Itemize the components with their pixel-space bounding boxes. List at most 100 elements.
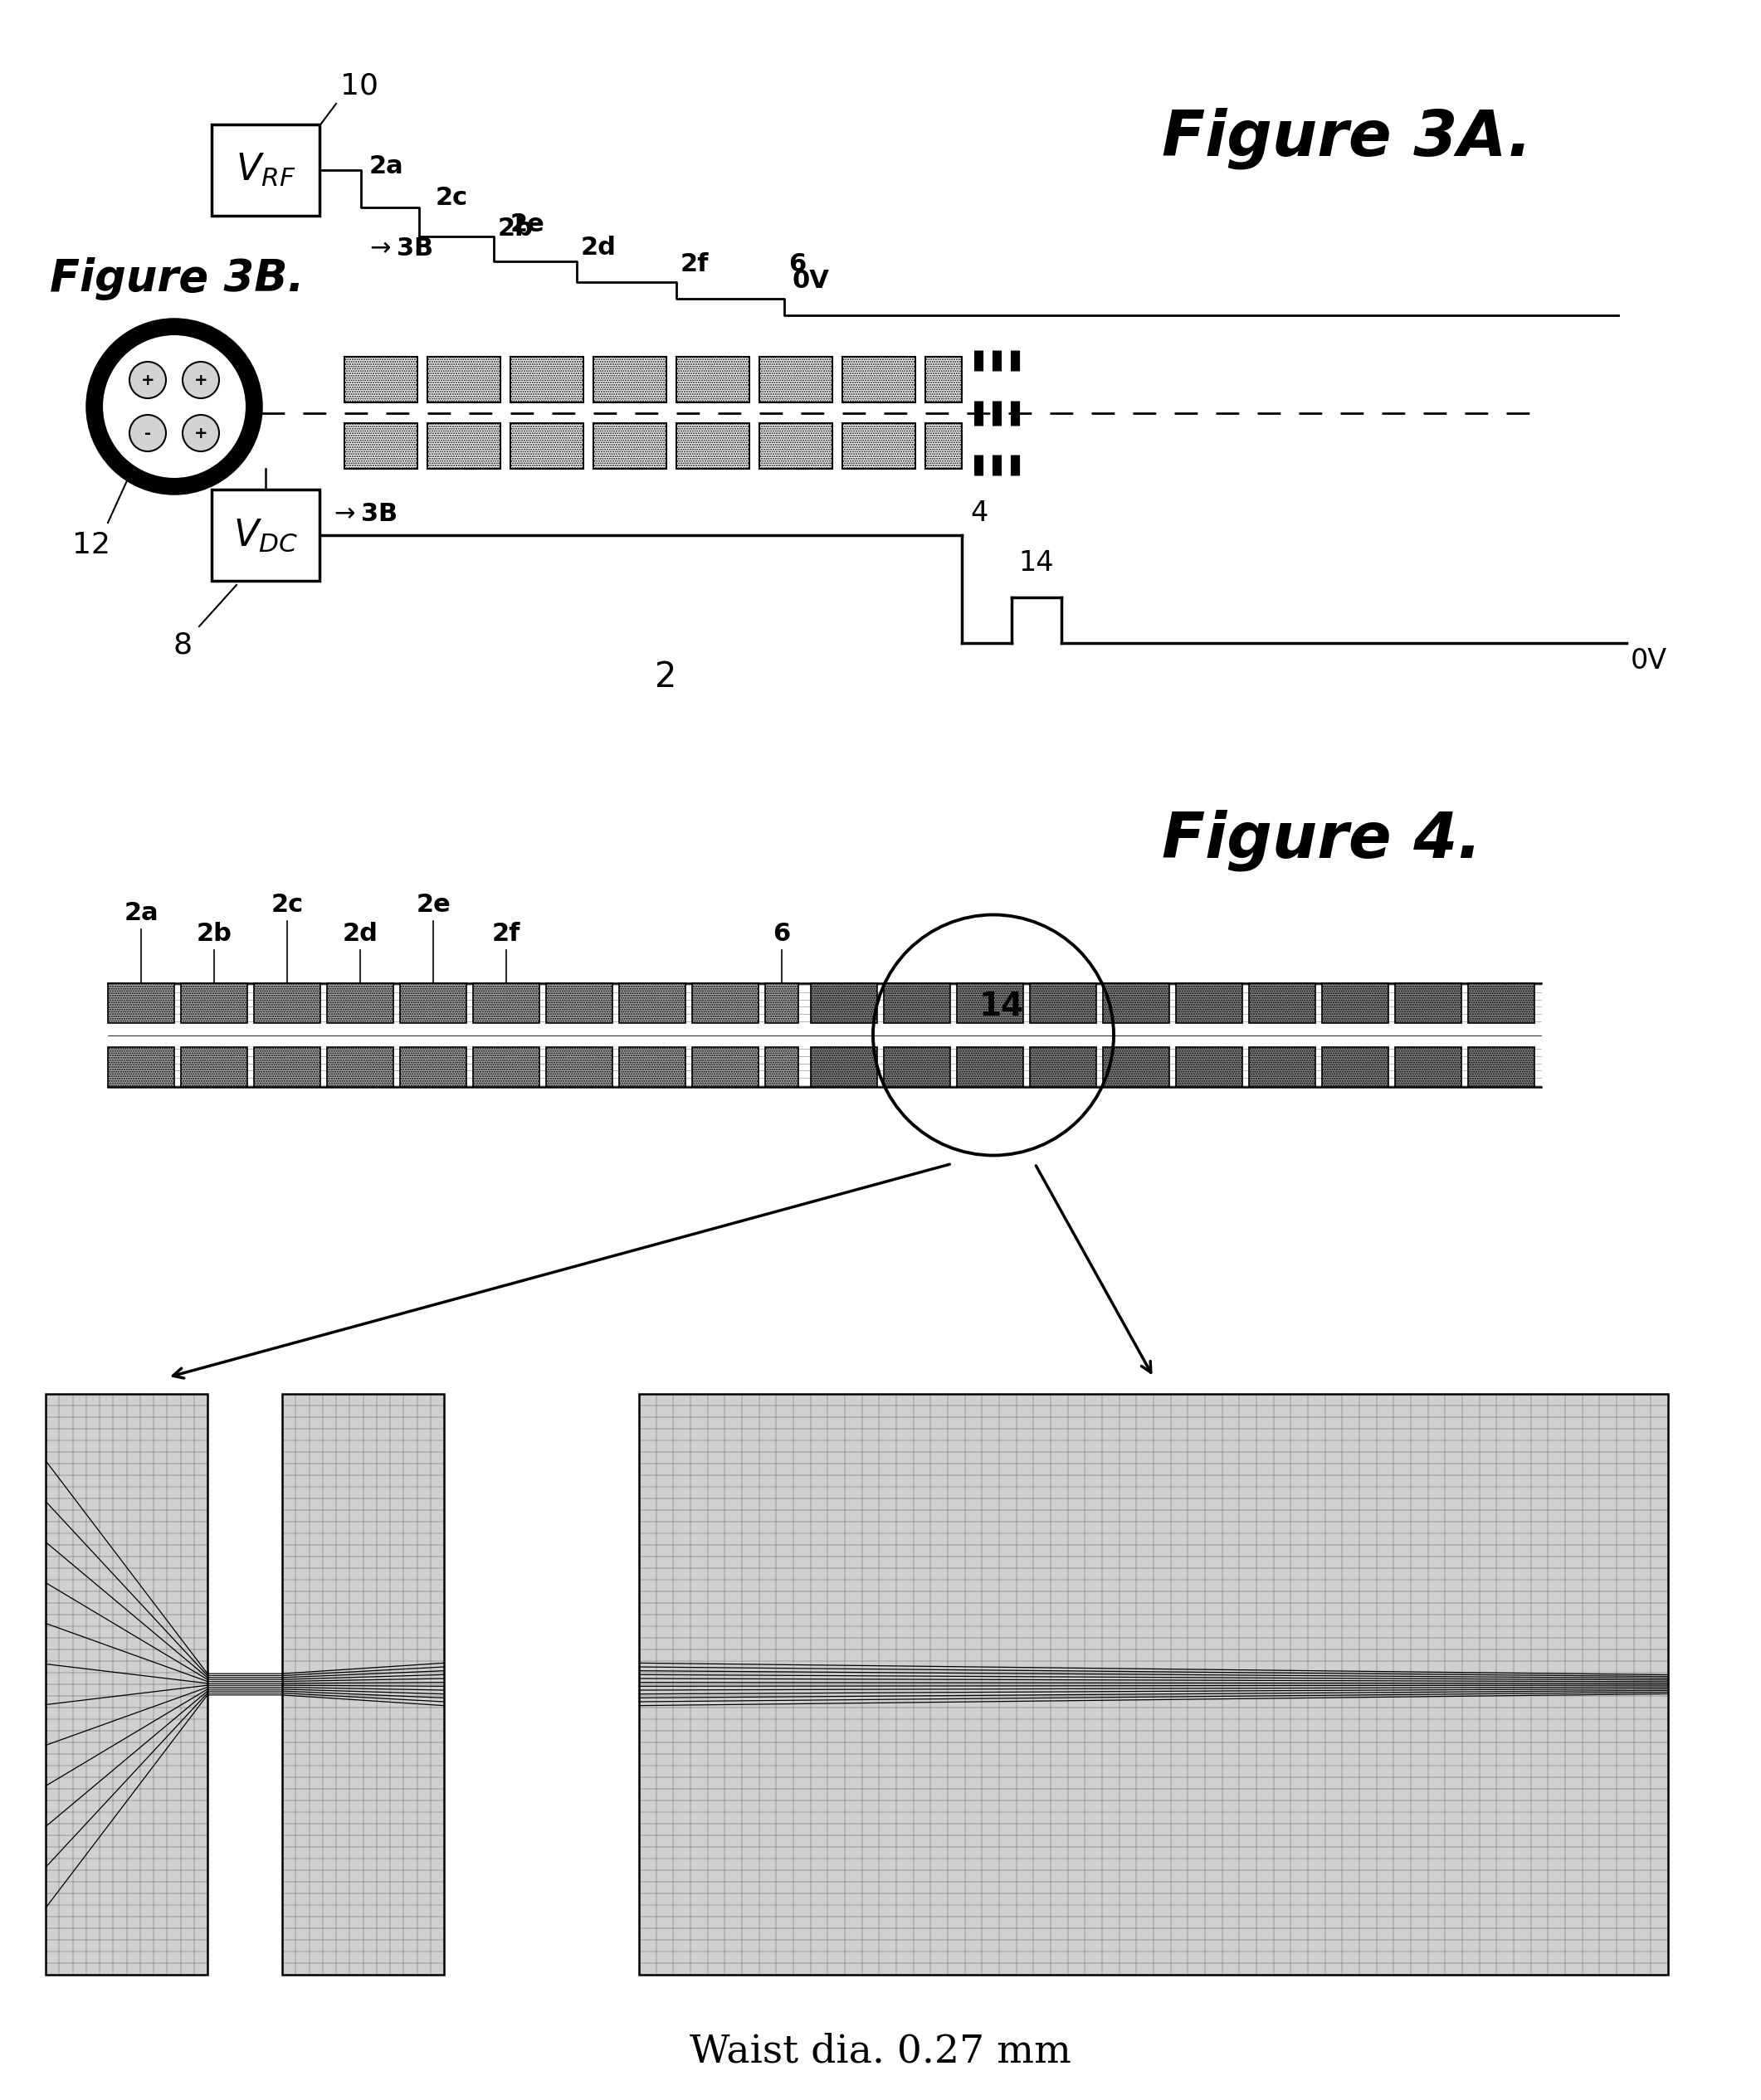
Bar <box>345 424 417 468</box>
Bar <box>925 424 962 468</box>
Bar <box>511 357 583 403</box>
Text: 2f: 2f <box>491 922 521 945</box>
Bar <box>211 489 319 582</box>
Bar <box>282 1394 444 1974</box>
Text: 8: 8 <box>173 630 192 659</box>
Bar <box>546 983 613 1023</box>
Text: 0V: 0V <box>792 269 829 292</box>
Bar <box>1030 983 1097 1023</box>
Bar <box>328 983 393 1023</box>
Text: Figure 3B.: Figure 3B. <box>49 256 305 300</box>
Circle shape <box>183 361 218 399</box>
Text: Figure 3A.: Figure 3A. <box>1162 107 1532 170</box>
Bar <box>328 1048 393 1088</box>
Bar <box>810 983 877 1023</box>
Text: 2: 2 <box>655 659 676 695</box>
Text: $V_{RF}$: $V_{RF}$ <box>236 151 296 189</box>
Bar <box>676 424 750 468</box>
Bar <box>764 983 798 1023</box>
Bar <box>1469 983 1534 1023</box>
Text: 14: 14 <box>1020 550 1055 578</box>
Bar <box>884 1048 951 1088</box>
Text: 2c: 2c <box>271 892 303 918</box>
Text: 6: 6 <box>789 252 807 277</box>
Bar <box>400 983 467 1023</box>
Circle shape <box>102 334 247 479</box>
Bar <box>1249 983 1315 1023</box>
Bar <box>1395 1048 1462 1088</box>
Bar <box>428 357 500 403</box>
Bar <box>956 1048 1023 1088</box>
Text: Figure 4.: Figure 4. <box>1162 808 1481 872</box>
Bar <box>1249 1048 1315 1088</box>
Text: 2a: 2a <box>370 153 403 178</box>
Text: $\rightarrow$3B: $\rightarrow$3B <box>329 502 398 527</box>
Bar <box>593 357 666 403</box>
Bar <box>1176 1048 1242 1088</box>
Text: +: + <box>194 372 208 388</box>
Bar <box>1176 983 1242 1023</box>
Bar <box>474 983 539 1023</box>
Bar <box>692 983 759 1023</box>
Bar <box>1395 983 1462 1023</box>
Bar <box>181 1048 247 1088</box>
Bar <box>593 424 666 468</box>
Bar <box>546 1048 613 1088</box>
Bar <box>107 1048 174 1088</box>
Bar <box>639 1394 1668 1974</box>
Text: 2e: 2e <box>416 892 451 918</box>
Circle shape <box>130 416 166 451</box>
Text: 2d: 2d <box>581 235 616 260</box>
Circle shape <box>86 319 261 493</box>
Bar <box>211 124 319 216</box>
Bar <box>474 1048 539 1088</box>
Bar <box>764 1048 798 1088</box>
Bar <box>181 983 247 1023</box>
Bar <box>345 357 417 403</box>
Circle shape <box>130 361 166 399</box>
Text: 0V: 0V <box>1631 647 1668 674</box>
Bar <box>759 424 833 468</box>
Bar <box>620 983 685 1023</box>
Bar <box>759 357 833 403</box>
Bar <box>1102 983 1169 1023</box>
Bar <box>428 424 500 468</box>
Text: $\rightarrow$3B: $\rightarrow$3B <box>365 237 433 260</box>
Text: Waist dia. 0.27 mm: Waist dia. 0.27 mm <box>690 2033 1071 2071</box>
Bar <box>1323 1048 1388 1088</box>
Text: 2c: 2c <box>435 187 468 210</box>
Bar <box>925 357 962 403</box>
Text: 12: 12 <box>72 531 111 559</box>
Bar <box>676 357 750 403</box>
Circle shape <box>183 416 218 451</box>
Text: 4: 4 <box>970 500 988 527</box>
Text: +: + <box>141 372 155 388</box>
Text: 2e: 2e <box>511 212 544 237</box>
Text: +: + <box>194 424 208 441</box>
Bar <box>1030 1048 1097 1088</box>
Text: 2f: 2f <box>680 252 710 277</box>
Bar <box>1469 1048 1534 1088</box>
Bar <box>956 983 1023 1023</box>
Bar <box>511 424 583 468</box>
Bar <box>254 1048 321 1088</box>
Text: 2b: 2b <box>498 216 534 242</box>
Bar <box>107 983 174 1023</box>
Text: 2b: 2b <box>195 922 232 945</box>
Bar <box>620 1048 685 1088</box>
Text: 14: 14 <box>979 991 1025 1023</box>
Bar <box>1102 1048 1169 1088</box>
Text: 2a: 2a <box>123 901 158 926</box>
Text: -: - <box>144 424 151 441</box>
Bar <box>842 424 916 468</box>
Bar <box>400 1048 467 1088</box>
Text: 2d: 2d <box>342 922 379 945</box>
Bar <box>884 983 951 1023</box>
Text: 10: 10 <box>340 71 379 99</box>
Bar <box>254 983 321 1023</box>
Bar <box>842 357 916 403</box>
Bar <box>810 1048 877 1088</box>
Bar <box>692 1048 759 1088</box>
Bar <box>46 1394 208 1974</box>
Text: 6: 6 <box>773 922 791 945</box>
